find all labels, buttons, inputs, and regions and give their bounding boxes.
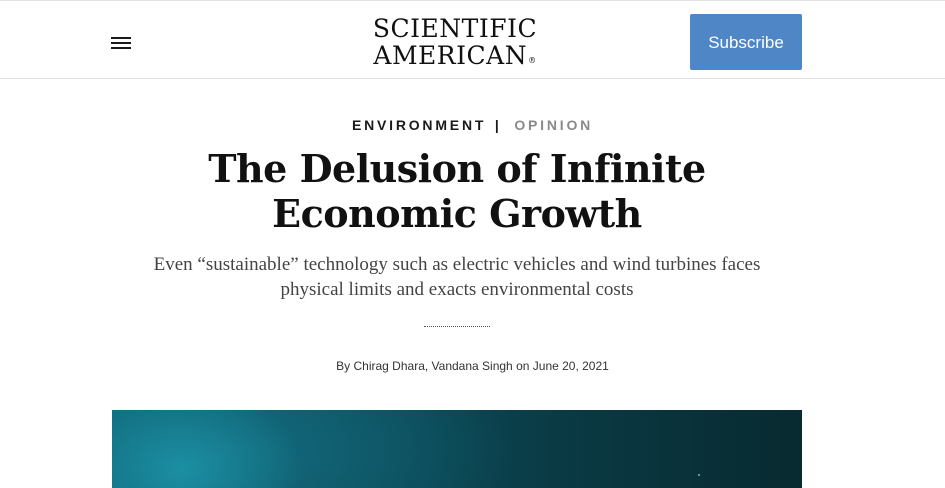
logo-line-2-text: AMERICAN <box>373 41 528 70</box>
article-type-link[interactable]: OPINION <box>514 117 594 133</box>
site-header: SCIENTIFIC AMERICAN® Subscribe <box>0 0 945 79</box>
publish-date: June 20, 2021 <box>532 359 609 373</box>
kicker-separator: | <box>494 117 502 133</box>
article-title: The Delusion of Infinite Economic Growth <box>208 146 706 236</box>
logo-line-1: SCIENTIFIC <box>372 14 538 43</box>
hero-image-highlight <box>698 474 700 476</box>
article-byline: By Chirag Dhara, Vandana Singh on June 2… <box>0 358 945 374</box>
logo-line-2: AMERICAN® <box>360 42 550 75</box>
registered-mark: ® <box>528 56 537 65</box>
category-link[interactable]: ENVIRONMENT <box>351 117 487 133</box>
article-dek: Even “sustainable” technology such as el… <box>153 254 761 300</box>
hero-image <box>112 410 802 488</box>
article-kicker: ENVIRONMENT | OPINION <box>0 116 945 134</box>
byline-prefix: By <box>336 359 351 373</box>
hamburger-menu-icon[interactable] <box>110 34 132 52</box>
subscribe-button[interactable]: Subscribe <box>690 14 802 70</box>
site-logo[interactable]: SCIENTIFIC AMERICAN® <box>360 15 550 71</box>
dotted-divider <box>424 326 490 327</box>
date-prefix: on <box>516 359 530 373</box>
author-links[interactable]: Chirag Dhara, Vandana Singh <box>353 359 513 373</box>
